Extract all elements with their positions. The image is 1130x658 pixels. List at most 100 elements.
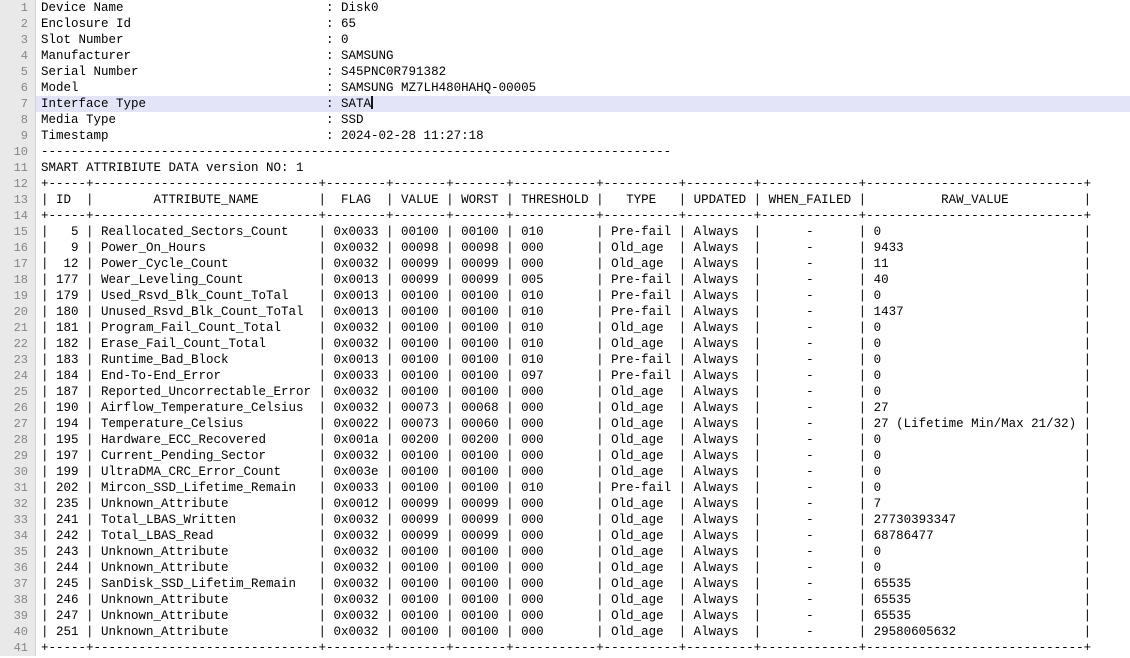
editor-line[interactable]: 3 Slot Number : 0 bbox=[0, 32, 1130, 48]
line-text[interactable]: | 177 | Wear_Leveling_Count | 0x0013 | 0… bbox=[41, 273, 1092, 287]
editor-line[interactable]: 22 | 182 | Erase_Fail_Count_Total | 0x003… bbox=[0, 336, 1130, 352]
line-number[interactable]: 11 bbox=[0, 160, 36, 176]
line-number[interactable]: 29 bbox=[0, 448, 36, 464]
editor-line[interactable]: 18 | 177 | Wear_Leveling_Count | 0x0013 |… bbox=[0, 272, 1130, 288]
line-number[interactable]: 15 bbox=[0, 224, 36, 240]
editor-line[interactable]: 6 Model : SAMSUNG MZ7LH480HAHQ-00005 bbox=[0, 80, 1130, 96]
editor-line[interactable]: 5 Serial Number : S45PNC0R791382 bbox=[0, 64, 1130, 80]
editor-line[interactable]: 21 | 181 | Program_Fail_Count_Total | 0x0… bbox=[0, 320, 1130, 336]
line-number[interactable]: 30 bbox=[0, 464, 36, 480]
line-number[interactable]: 4 bbox=[0, 48, 36, 64]
editor-line[interactable]: 4 Manufacturer : SAMSUNG bbox=[0, 48, 1130, 64]
line-text[interactable]: Serial Number : S45PNC0R791382 bbox=[41, 65, 447, 79]
line-number[interactable]: 6 bbox=[0, 80, 36, 96]
editor-line[interactable]: 31 | 202 | Mircon_SSD_Lifetime_Remain | 0… bbox=[0, 480, 1130, 496]
editor-line[interactable]: 36 | 244 | Unknown_Attribute | 0x0032 | 0… bbox=[0, 560, 1130, 576]
editor-line[interactable]: 15 | 5 | Reallocated_Sectors_Count | 0x00… bbox=[0, 224, 1130, 240]
line-number[interactable]: 2 bbox=[0, 16, 36, 32]
line-number[interactable]: 40 bbox=[0, 624, 36, 640]
line-number[interactable]: 19 bbox=[0, 288, 36, 304]
line-text[interactable]: Interface Type : SATA bbox=[36, 96, 1130, 112]
line-number[interactable]: 17 bbox=[0, 256, 36, 272]
line-text[interactable]: | 182 | Erase_Fail_Count_Total | 0x0032 … bbox=[41, 337, 1092, 351]
line-number[interactable]: 18 bbox=[0, 272, 36, 288]
line-text[interactable]: ----------------------------------------… bbox=[41, 145, 672, 159]
line-text[interactable]: | 197 | Current_Pending_Sector | 0x0032 … bbox=[41, 449, 1092, 463]
line-number[interactable]: 28 bbox=[0, 432, 36, 448]
editor-line[interactable]: 25 | 187 | Reported_Uncorrectable_Error |… bbox=[0, 384, 1130, 400]
line-number[interactable]: 38 bbox=[0, 592, 36, 608]
editor-line[interactable]: 27 | 194 | Temperature_Celsius | 0x0022 |… bbox=[0, 416, 1130, 432]
line-text[interactable]: | 179 | Used_Rsvd_Blk_Count_ToTal | 0x00… bbox=[41, 289, 1092, 303]
editor-line[interactable]: 14 +-----+------------------------------+… bbox=[0, 208, 1130, 224]
line-text[interactable]: Manufacturer : SAMSUNG bbox=[41, 49, 394, 63]
line-text[interactable]: | 235 | Unknown_Attribute | 0x0012 | 000… bbox=[41, 497, 1092, 511]
line-number[interactable]: 36 bbox=[0, 560, 36, 576]
line-number[interactable]: 20 bbox=[0, 304, 36, 320]
line-text[interactable]: | 187 | Reported_Uncorrectable_Error | 0… bbox=[41, 385, 1092, 399]
editor-line[interactable]: 12 +-----+------------------------------+… bbox=[0, 176, 1130, 192]
line-text[interactable]: | 184 | End-To-End_Error | 0x0033 | 0010… bbox=[41, 369, 1092, 383]
editor-line[interactable]: 24 | 184 | End-To-End_Error | 0x0033 | 00… bbox=[0, 368, 1130, 384]
editor-line[interactable]: 23 | 183 | Runtime_Bad_Block | 0x0013 | 0… bbox=[0, 352, 1130, 368]
line-text[interactable]: Device Name : Disk0 bbox=[41, 1, 379, 15]
line-text[interactable]: | 251 | Unknown_Attribute | 0x0032 | 001… bbox=[41, 625, 1092, 639]
line-number[interactable]: 1 bbox=[0, 0, 36, 16]
line-number[interactable]: 12 bbox=[0, 176, 36, 192]
line-number[interactable]: 33 bbox=[0, 512, 36, 528]
editor-line[interactable]: 32 | 235 | Unknown_Attribute | 0x0012 | 0… bbox=[0, 496, 1130, 512]
line-text[interactable]: Enclosure Id : 65 bbox=[41, 17, 357, 31]
editor-line[interactable]: 37 | 245 | SanDisk_SSD_Lifetim_Remain | 0… bbox=[0, 576, 1130, 592]
editor-line[interactable]: 20 | 180 | Unused_Rsvd_Blk_Count_ToTal | … bbox=[0, 304, 1130, 320]
line-number[interactable]: 13 bbox=[0, 192, 36, 208]
editor-line[interactable]: 9 Timestamp : 2024-02-28 11:27:18 bbox=[0, 128, 1130, 144]
editor-line[interactable]: 19 | 179 | Used_Rsvd_Blk_Count_ToTal | 0x… bbox=[0, 288, 1130, 304]
line-text[interactable]: | 247 | Unknown_Attribute | 0x0032 | 001… bbox=[41, 609, 1092, 623]
editor-line[interactable]: 26 | 190 | Airflow_Temperature_Celsius | … bbox=[0, 400, 1130, 416]
line-text[interactable]: | 243 | Unknown_Attribute | 0x0032 | 001… bbox=[41, 545, 1092, 559]
line-text[interactable]: | 245 | SanDisk_SSD_Lifetim_Remain | 0x0… bbox=[41, 577, 1092, 591]
line-text[interactable]: Media Type : SSD bbox=[41, 113, 364, 127]
line-number[interactable]: 24 bbox=[0, 368, 36, 384]
line-text[interactable]: | 180 | Unused_Rsvd_Blk_Count_ToTal | 0x… bbox=[41, 305, 1092, 319]
line-text[interactable]: | 244 | Unknown_Attribute | 0x0032 | 001… bbox=[41, 561, 1092, 575]
line-text[interactable]: | 241 | Total_LBAS_Written | 0x0032 | 00… bbox=[41, 513, 1092, 527]
line-number[interactable]: 37 bbox=[0, 576, 36, 592]
line-number[interactable]: 10 bbox=[0, 144, 36, 160]
line-number[interactable]: 8 bbox=[0, 112, 36, 128]
line-number[interactable]: 31 bbox=[0, 480, 36, 496]
editor-line[interactable]: 10 --------------------------------------… bbox=[0, 144, 1130, 160]
line-number[interactable]: 3 bbox=[0, 32, 36, 48]
editor-line[interactable]: 28 | 195 | Hardware_ECC_Recovered | 0x001… bbox=[0, 432, 1130, 448]
editor-line[interactable]: 41 +-----+------------------------------+… bbox=[0, 640, 1130, 656]
editor-line[interactable]: 16 | 9 | Power_On_Hours | 0x0032 | 00098 … bbox=[0, 240, 1130, 256]
line-text[interactable]: | ID | ATTRIBUTE_NAME | FLAG | VALUE | W… bbox=[41, 193, 1092, 207]
line-number[interactable]: 9 bbox=[0, 128, 36, 144]
editor-line[interactable]: 29 | 197 | Current_Pending_Sector | 0x003… bbox=[0, 448, 1130, 464]
line-number[interactable]: 22 bbox=[0, 336, 36, 352]
line-text[interactable]: +-----+------------------------------+--… bbox=[41, 641, 1092, 655]
editor-line-current[interactable]: 7 Interface Type : SATA bbox=[0, 96, 1130, 112]
line-text[interactable]: +-----+------------------------------+--… bbox=[41, 209, 1092, 223]
line-text[interactable]: | 202 | Mircon_SSD_Lifetime_Remain | 0x0… bbox=[41, 481, 1092, 495]
editor-line[interactable]: 38 | 246 | Unknown_Attribute | 0x0032 | 0… bbox=[0, 592, 1130, 608]
line-text[interactable]: +-----+------------------------------+--… bbox=[41, 177, 1092, 191]
line-text[interactable]: Timestamp : 2024-02-28 11:27:18 bbox=[41, 129, 484, 143]
line-text[interactable]: Model : SAMSUNG MZ7LH480HAHQ-00005 bbox=[41, 81, 537, 95]
line-number[interactable]: 39 bbox=[0, 608, 36, 624]
line-text[interactable]: | 199 | UltraDMA_CRC_Error_Count | 0x003… bbox=[41, 465, 1092, 479]
line-number[interactable]: 21 bbox=[0, 320, 36, 336]
line-text[interactable]: | 9 | Power_On_Hours | 0x0032 | 00098 | … bbox=[41, 241, 1092, 255]
line-number[interactable]: 7 bbox=[0, 96, 36, 112]
editor-line[interactable]: 13 | ID | ATTRIBUTE_NAME | FLAG | VALUE |… bbox=[0, 192, 1130, 208]
editor-line[interactable]: 34 | 242 | Total_LBAS_Read | 0x0032 | 000… bbox=[0, 528, 1130, 544]
editor-line[interactable]: 2 Enclosure Id : 65 bbox=[0, 16, 1130, 32]
line-number[interactable]: 27 bbox=[0, 416, 36, 432]
line-number[interactable]: 32 bbox=[0, 496, 36, 512]
line-number[interactable]: 35 bbox=[0, 544, 36, 560]
line-text[interactable]: | 242 | Total_LBAS_Read | 0x0032 | 00099… bbox=[41, 529, 1092, 543]
line-text[interactable]: Slot Number : 0 bbox=[41, 33, 349, 47]
line-text[interactable]: | 12 | Power_Cycle_Count | 0x0032 | 0009… bbox=[41, 257, 1092, 271]
line-text[interactable]: | 190 | Airflow_Temperature_Celsius | 0x… bbox=[41, 401, 1092, 415]
